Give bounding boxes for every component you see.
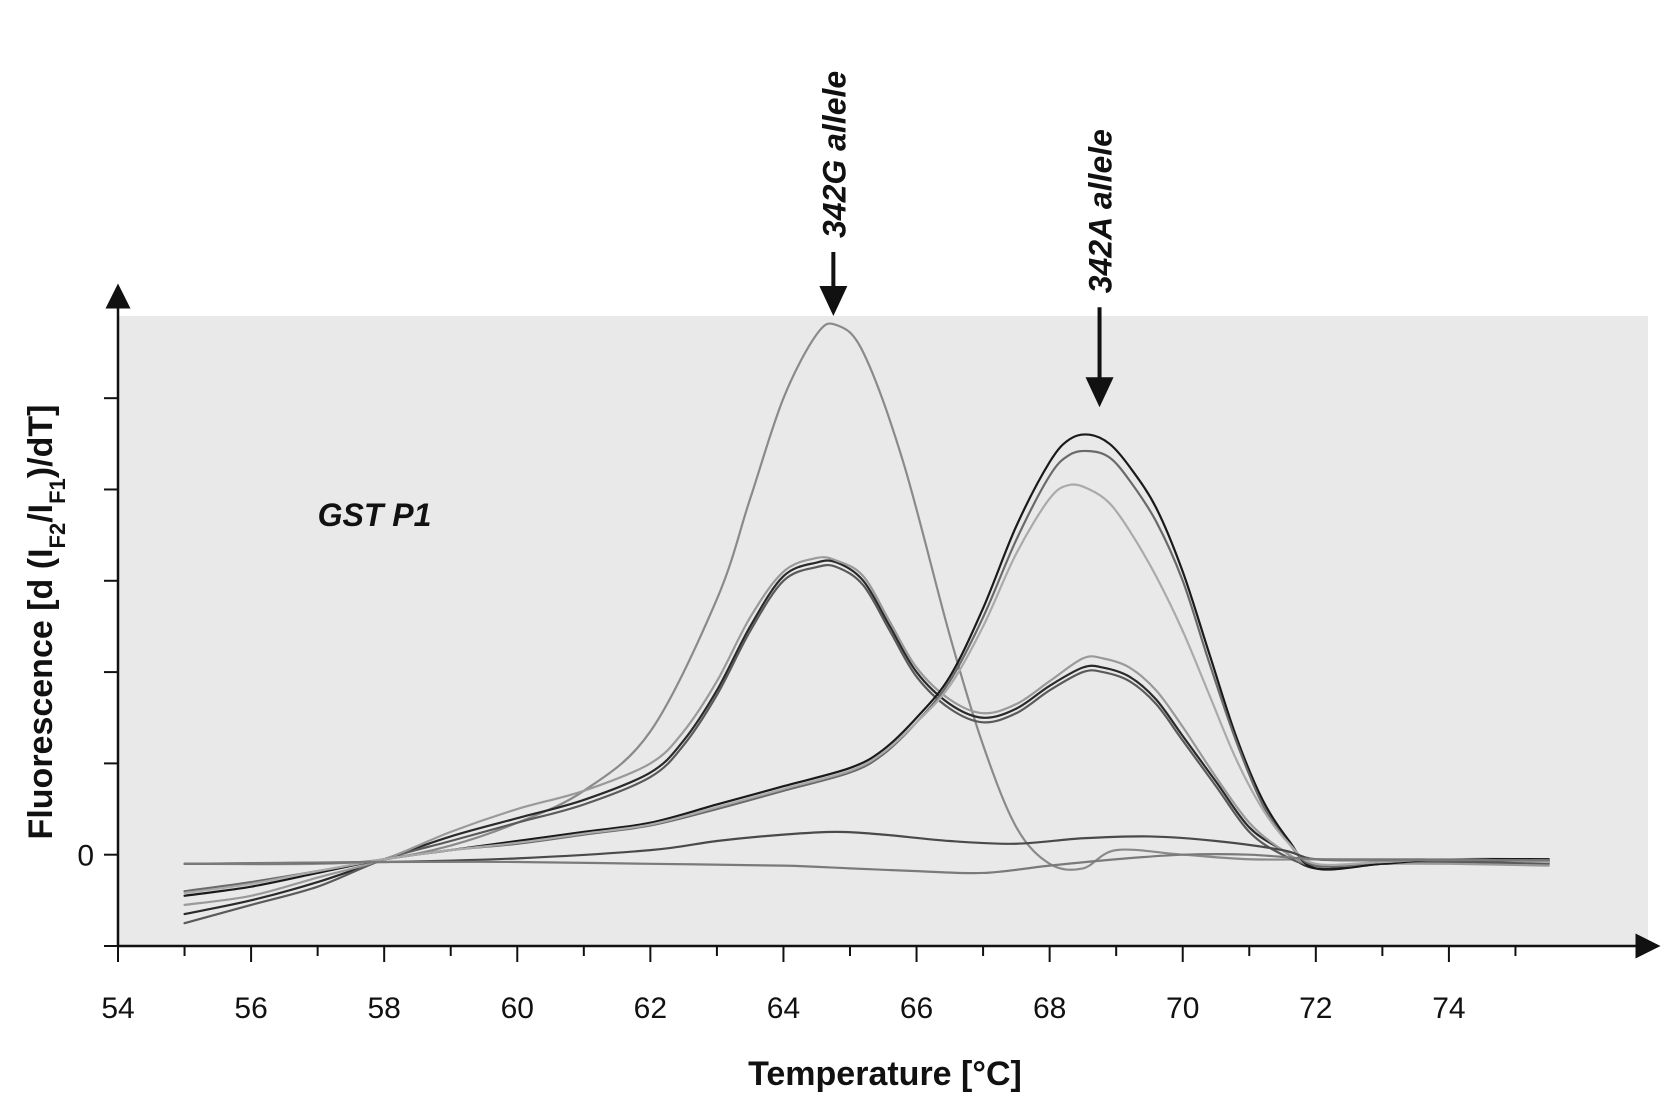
curve-2 bbox=[183, 559, 1550, 916]
tick-group: 54 56 58 60 62 64 66 68 70 72 74 0 bbox=[77, 397, 1517, 1025]
curve-9 bbox=[183, 853, 1550, 875]
y-axis-title-pre: Fluorescence [d (I bbox=[22, 548, 60, 839]
y-tick-label-0: 0 bbox=[77, 840, 94, 873]
plot-background bbox=[118, 316, 1648, 946]
y-axis-title-mid: /I bbox=[22, 504, 60, 523]
curve-5 bbox=[183, 433, 1550, 897]
annotation-label-342g-allele: 342G allele bbox=[816, 71, 852, 238]
y-axis-title-post: )/dT] bbox=[22, 405, 60, 479]
curve-4 bbox=[183, 556, 1550, 907]
x-axis-title: Temperature [°C] bbox=[748, 1055, 1022, 1093]
x-tick-label-62: 62 bbox=[634, 992, 667, 1025]
x-tick-label-56: 56 bbox=[234, 992, 267, 1025]
axes-group bbox=[105, 283, 1661, 959]
x-tick-label-70: 70 bbox=[1166, 992, 1199, 1025]
y-axis-title-sub2: F1 bbox=[45, 478, 70, 504]
x-tick-label-74: 74 bbox=[1432, 992, 1465, 1025]
x-tick-label-68: 68 bbox=[1033, 992, 1066, 1025]
annotation-arrowhead-1 bbox=[819, 286, 848, 316]
curve-7 bbox=[183, 483, 1550, 895]
x-tick-label-66: 66 bbox=[900, 992, 933, 1025]
y-axis-title-sub1: F2 bbox=[45, 523, 70, 549]
y-axis-title: Fluorescence [d (IF2/IF1)/dT] bbox=[22, 405, 70, 840]
annotation-group: GST P1 342G allele 342A allele bbox=[318, 71, 1119, 533]
x-tick-label-60: 60 bbox=[501, 992, 534, 1025]
curve-3 bbox=[183, 563, 1550, 925]
annotation-label-342a-allele: 342A allele bbox=[1083, 129, 1119, 293]
x-tick-label-72: 72 bbox=[1299, 992, 1332, 1025]
x-tick-label-64: 64 bbox=[767, 992, 800, 1025]
x-tick-label-54: 54 bbox=[101, 992, 134, 1025]
x-tick-label-58: 58 bbox=[367, 992, 400, 1025]
curve-group bbox=[183, 322, 1550, 925]
annotation-arrowhead-2 bbox=[1085, 377, 1114, 408]
annotation-label-gst-p1: GST P1 bbox=[318, 497, 432, 533]
